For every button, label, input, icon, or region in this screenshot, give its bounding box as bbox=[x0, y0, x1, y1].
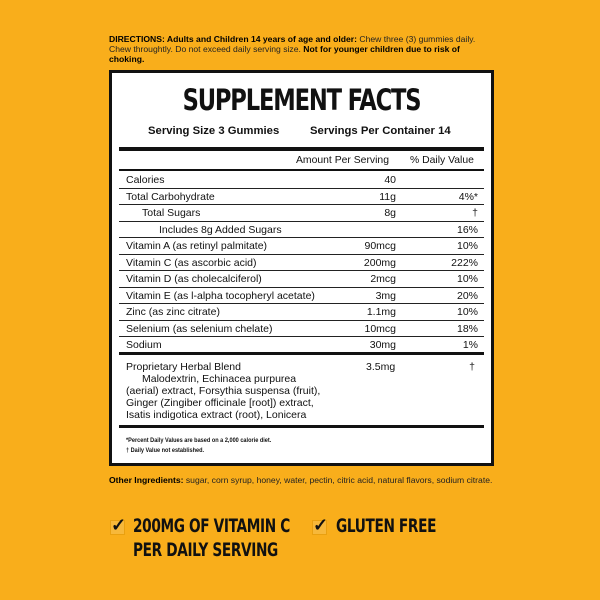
nutrient-dv: 222% bbox=[451, 256, 478, 269]
blend-label: Proprietary Herbal Blend bbox=[126, 361, 241, 373]
nutrient-label: Includes 8g Added Sugars bbox=[159, 223, 282, 236]
directions-text: DIRECTIONS: Adults and Children 14 years… bbox=[109, 34, 494, 64]
nutrient-dv: 10% bbox=[456, 306, 478, 318]
nutrient-row: Zinc (as zinc citrate) 1.1mg 10% bbox=[119, 304, 484, 321]
nutrient-label: Total Sugars bbox=[142, 207, 201, 219]
footnote-dv: *Percent Daily Values are based on a 2,0… bbox=[126, 437, 272, 444]
nutrient-amount: 30mg bbox=[369, 339, 396, 351]
nutrient-row: Selenium (as selenium chelate) 10mcg 18% bbox=[119, 321, 484, 337]
directions-label: DIRECTIONS: Adults and Children 14 years… bbox=[109, 34, 357, 44]
nutrient-row: Calories 40 bbox=[119, 172, 484, 189]
nutrient-row: Total Carbohydrate 11g 4%* bbox=[119, 189, 484, 205]
checkbox-gluten-free: ✓ bbox=[312, 515, 328, 535]
other-ingredients-text: sugar, corn syrup, honey, water, pectin,… bbox=[183, 475, 493, 485]
nutrient-amount: 3mg bbox=[375, 289, 396, 302]
thick-rule bbox=[119, 352, 484, 355]
footnotes: *Percent Daily Values are based on a 2,0… bbox=[126, 436, 271, 456]
nutrient-label: Total Carbohydrate bbox=[126, 190, 215, 203]
nutrient-amount: 2mcg bbox=[370, 273, 396, 285]
check-icon: ✓ bbox=[111, 515, 127, 535]
servings-per-container: Servings Per Container 14 bbox=[310, 125, 451, 137]
other-ingredients-label: Other Ingredients: bbox=[109, 475, 184, 485]
claim-line: PER DAILY SERVING bbox=[133, 539, 278, 561]
claim-gluten-free: GLUTEN FREE bbox=[336, 514, 436, 538]
nutrient-dv: 10% bbox=[456, 273, 478, 285]
nutrient-amount: 40 bbox=[384, 174, 396, 186]
nutrient-amount: 90mcg bbox=[364, 240, 396, 252]
claim-line: 200MG OF VITAMIN C bbox=[133, 515, 290, 537]
nutrient-row: Vitamin A (as retinyl palmitate) 90mcg 10% bbox=[119, 238, 484, 255]
thick-rule bbox=[119, 147, 484, 151]
nutrient-dv: 18% bbox=[456, 322, 478, 335]
footnote-dagger: † Daily Value not established. bbox=[126, 447, 205, 454]
nutrient-label: Zinc (as zinc citrate) bbox=[126, 306, 220, 318]
nutrient-row: Includes 8g Added Sugars 16% bbox=[119, 222, 484, 238]
nutrient-dv: 1% bbox=[462, 339, 478, 351]
nutrient-label: Selenium (as selenium chelate) bbox=[126, 322, 273, 335]
nutrient-row: Vitamin E (as l-alpha tocopheryl acetate… bbox=[119, 288, 484, 304]
nutrient-amount: 200mg bbox=[363, 256, 396, 269]
check-icon: ✓ bbox=[313, 515, 329, 535]
serving-size: Serving Size 3 Gummies bbox=[148, 125, 280, 137]
nutrient-dv: 20% bbox=[456, 289, 478, 302]
directions-body: Chew three (3) gummies daily. Chew throu… bbox=[109, 34, 476, 54]
blend-line: Isatis indigotica extract (root), Lonice… bbox=[126, 409, 307, 421]
nutrient-dv: 10% bbox=[456, 240, 478, 252]
nutrient-dv: 4%* bbox=[458, 190, 478, 203]
blend-line: Malodextrin, Echinacea purpurea bbox=[142, 373, 297, 385]
nutrient-label: Vitamin E (as l-alpha tocopheryl acetate… bbox=[126, 289, 315, 302]
nutrient-amount: 11g bbox=[379, 190, 396, 203]
blend-line: (aerial) extract, Forsythia suspensa (fr… bbox=[126, 385, 321, 397]
other-ingredients: Other Ingredients: sugar, corn syrup, ho… bbox=[109, 475, 499, 485]
nutrient-dv: 16% bbox=[456, 223, 478, 236]
nutrient-row: Vitamin C (as ascorbic acid) 200mg 222% bbox=[119, 255, 484, 271]
claim-line: GLUTEN FREE bbox=[336, 515, 437, 537]
checkbox-vitamin-c: ✓ bbox=[110, 515, 126, 535]
nutrient-amount: 1.1mg bbox=[366, 306, 396, 318]
nutrient-row: Vitamin D (as cholecalciferol) 2mcg 10% bbox=[119, 271, 484, 288]
nutrient-label: Calories bbox=[126, 174, 165, 186]
supplement-facts-panel: SUPPLEMENT FACTS Serving Size 3 Gummies … bbox=[109, 70, 494, 466]
claim-vitamin-c: 200MG OF VITAMIN C PER DAILY SERVING bbox=[133, 514, 290, 562]
thick-rule bbox=[119, 425, 484, 428]
nutrient-label: Vitamin D (as cholecalciferol) bbox=[126, 273, 262, 285]
nutrient-label: Vitamin A (as retinyl palmitate) bbox=[126, 240, 268, 252]
nutrient-row: Total Sugars 8g † bbox=[119, 205, 484, 222]
panel-title: SUPPLEMENT FACTS bbox=[182, 83, 422, 117]
header-rule bbox=[119, 169, 484, 171]
dv-header: % Daily Value bbox=[410, 155, 474, 166]
proprietary-blend: Proprietary Herbal Blend Malodextrin, Ec… bbox=[126, 361, 320, 421]
directions-warning: Not for younger children due to risk of … bbox=[109, 44, 460, 64]
amount-header: Amount Per Serving bbox=[296, 155, 389, 166]
blend-dv: † bbox=[469, 361, 475, 373]
nutrient-amount: 8g bbox=[384, 207, 396, 219]
blend-line: Ginger (Zingiber officinale [root]) extr… bbox=[126, 397, 314, 409]
nutrient-label: Sodium bbox=[126, 339, 162, 351]
nutrient-label: Vitamin C (as ascorbic acid) bbox=[126, 256, 257, 269]
nutrient-dv: † bbox=[472, 207, 478, 219]
nutrient-amount: 10mcg bbox=[364, 322, 396, 335]
blend-amount: 3.5mg bbox=[366, 361, 396, 373]
